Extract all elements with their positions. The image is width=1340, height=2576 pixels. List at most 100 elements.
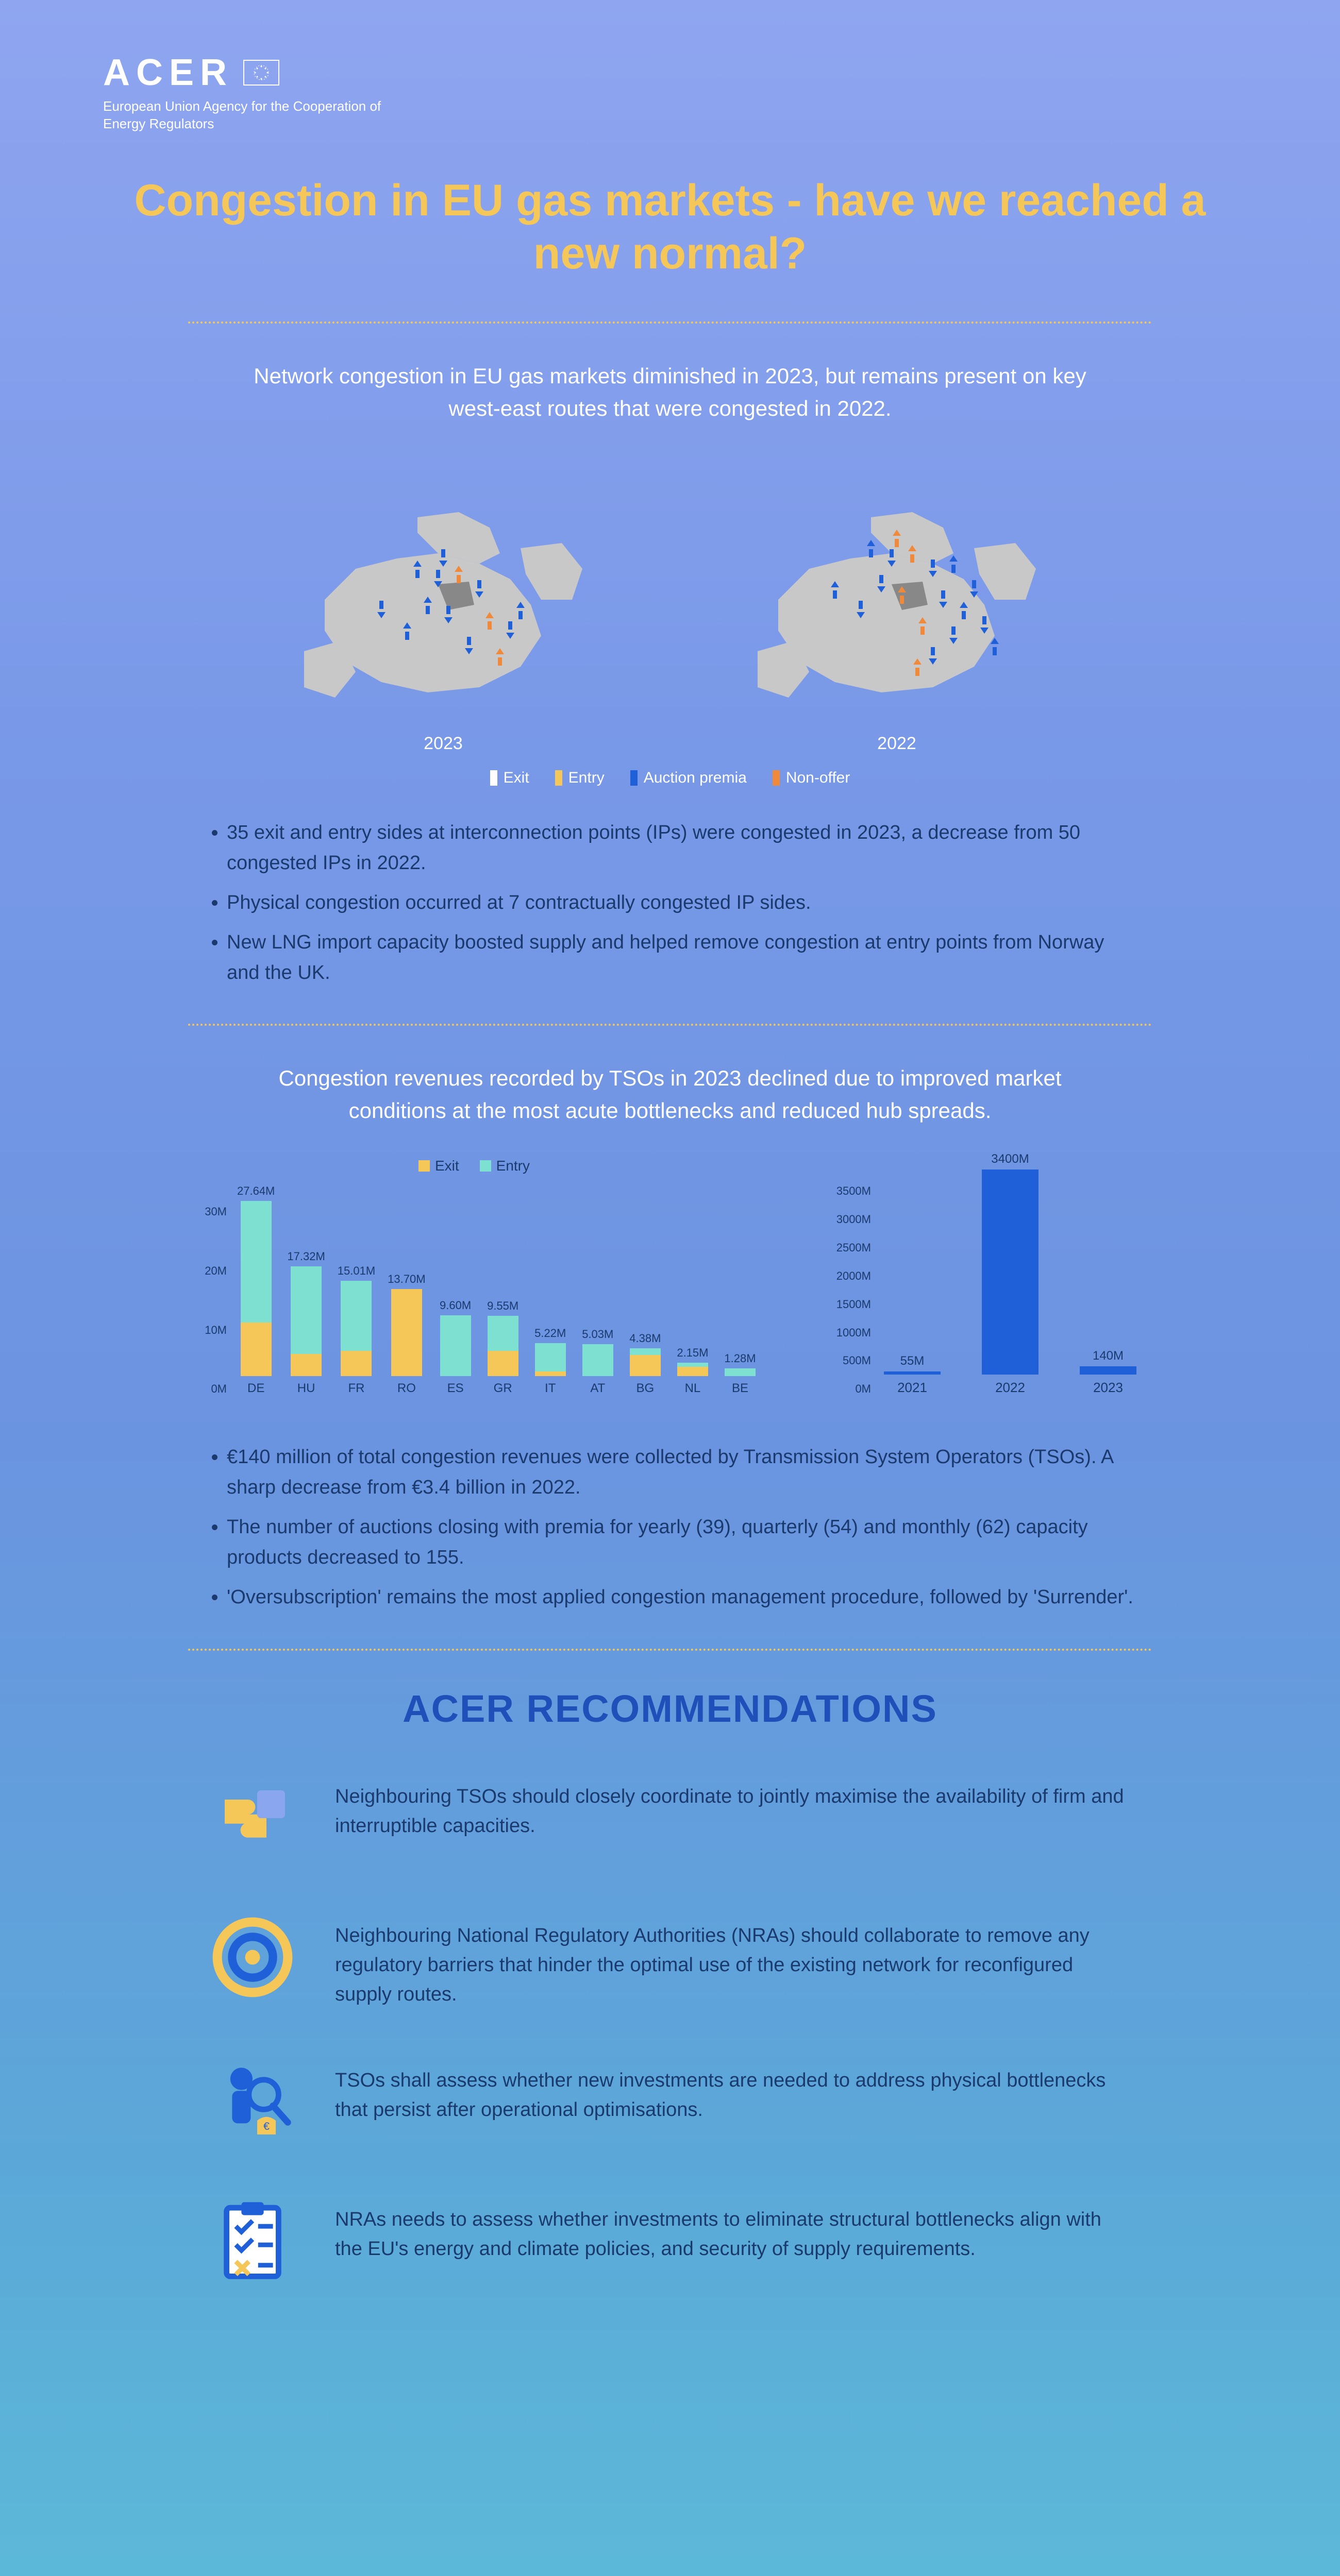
- charts-row: Exit Entry 30M20M10M0M 27.64M DE 17.32M …: [103, 1158, 1237, 1421]
- recommendation-item: Neighbouring TSOs should closely coordin…: [206, 1772, 1134, 1865]
- bar-category-label: ES: [447, 1381, 464, 1396]
- recommendation-item: Neighbouring National Regulatory Authori…: [206, 1911, 1134, 2009]
- list-item: New LNG import capacity boosted supply a…: [227, 927, 1134, 988]
- bar-entry-segment: [241, 1201, 272, 1323]
- map-year-left: 2023: [424, 734, 463, 754]
- legend-exit-label: Exit: [504, 769, 529, 787]
- bar-value-label: 9.60M: [440, 1299, 471, 1312]
- acer-logo-subtitle: European Union Agency for the Cooperatio…: [103, 98, 392, 133]
- bar-exit-segment: [630, 1355, 661, 1377]
- bar-category-label: BE: [732, 1381, 748, 1396]
- bar-IT: 5.22M IT: [533, 1327, 568, 1396]
- bar-rect: [982, 1170, 1038, 1375]
- chart1-legend-exit-swatch: [418, 1160, 430, 1172]
- list-item: 35 exit and entry sides at interconnecti…: [227, 818, 1134, 878]
- bar-value-label: 4.38M: [629, 1332, 661, 1345]
- bar-exit-segment: [241, 1323, 272, 1377]
- acer-logo-text: ACER: [103, 52, 233, 94]
- bar-category-label: AT: [590, 1381, 605, 1396]
- recommendation-icon-1: [206, 1772, 299, 1865]
- chart-country-revenues: Exit Entry 30M20M10M0M 27.64M DE 17.32M …: [191, 1158, 758, 1421]
- legend-auction-label: Auction premia: [644, 769, 747, 787]
- bar-value-label: 3400M: [991, 1152, 1029, 1166]
- chart1-legend-entry-swatch: [480, 1160, 491, 1172]
- recommendation-icon-3: €: [206, 2056, 299, 2148]
- map-year-right: 2022: [877, 734, 916, 754]
- bar-value-label: 17.32M: [287, 1250, 325, 1263]
- bar-category-label: HU: [297, 1381, 315, 1396]
- bar-rect: [1080, 1366, 1136, 1375]
- legend-auction-swatch: [630, 770, 638, 786]
- map-legend: Exit Entry Auction premia Non-offer: [103, 769, 1237, 787]
- bar-exit-segment: [488, 1351, 518, 1376]
- map-2023: 2023: [263, 455, 624, 754]
- acer-logo-block: ACER European Union Agency for the Coope…: [103, 52, 1237, 133]
- divider: [188, 1649, 1152, 1651]
- bar-value-label: 55M: [900, 1354, 925, 1368]
- legend-nonoffer-label: Non-offer: [786, 769, 850, 787]
- recommendation-text: Neighbouring National Regulatory Authori…: [335, 1911, 1134, 2009]
- bar-exit-segment: [291, 1354, 322, 1376]
- bar-HU: 17.32M HU: [287, 1250, 325, 1396]
- legend-entry-label: Entry: [568, 769, 605, 787]
- chart1-legend-entry: Entry: [496, 1158, 530, 1174]
- bar-ES: 9.60M ES: [438, 1299, 473, 1396]
- bar-category-label: GR: [494, 1381, 512, 1396]
- bar-value-label: 5.22M: [534, 1327, 566, 1340]
- recommendation-text: TSOs shall assess whether new investment…: [335, 2056, 1134, 2125]
- map-2022: 2022: [716, 455, 1077, 754]
- europe-map-2023-icon: [263, 455, 624, 723]
- bar-entry-segment: [582, 1344, 613, 1376]
- recommendations-title: ACER RECOMMENDATIONS: [103, 1687, 1237, 1731]
- page-title: Congestion in EU gas markets - have we r…: [103, 174, 1237, 280]
- bar-2023: 140M 2023: [1080, 1349, 1136, 1396]
- list-item: Physical congestion occurred at 7 contra…: [227, 888, 1134, 918]
- bar-DE: 27.64M DE: [237, 1184, 275, 1396]
- bar-value-label: 9.55M: [487, 1299, 518, 1313]
- section2-text: Congestion revenues recorded by TSOs in …: [232, 1062, 1108, 1127]
- bar-exit-segment: [391, 1289, 422, 1376]
- list-item: The number of auctions closing with prem…: [227, 1512, 1134, 1573]
- bar-exit-segment: [341, 1351, 372, 1376]
- bar-entry-segment: [725, 1368, 756, 1377]
- bar-category-label: 2021: [897, 1380, 927, 1396]
- bar-value-label: 15.01M: [338, 1264, 375, 1278]
- bar-GR: 9.55M GR: [485, 1299, 521, 1396]
- bar-2021: 55M 2021: [884, 1354, 941, 1396]
- list-item: 'Oversubscription' remains the most appl…: [227, 1582, 1134, 1613]
- bar-entry-segment: [677, 1363, 708, 1367]
- chart1-y-axis: 30M20M10M0M: [191, 1205, 232, 1396]
- recommendation-item: NRAs needs to assess whether investments…: [206, 2195, 1134, 2287]
- bar-entry-segment: [535, 1343, 566, 1371]
- bar-RO: 13.70M RO: [388, 1273, 425, 1396]
- eu-flag-icon: [243, 60, 279, 86]
- recommendation-item: € TSOs shall assess whether new investme…: [206, 2056, 1134, 2148]
- bar-2022: 3400M 2022: [982, 1152, 1038, 1396]
- bar-entry-segment: [341, 1281, 372, 1351]
- svg-text:€: €: [263, 2120, 270, 2132]
- bar-BE: 1.28M BE: [723, 1352, 758, 1396]
- bar-value-label: 13.70M: [388, 1273, 425, 1286]
- bar-category-label: NL: [685, 1381, 701, 1396]
- bullet-list-1: 35 exit and entry sides at interconnecti…: [206, 818, 1134, 988]
- chart2-bars: 55M 2021 3400M 2022 140M 2023: [876, 1184, 1144, 1396]
- bar-BG: 4.38M BG: [628, 1332, 663, 1396]
- bar-category-label: 2023: [1093, 1380, 1123, 1396]
- legend-entry-swatch: [555, 770, 562, 786]
- bar-category-label: RO: [397, 1381, 416, 1396]
- chart-yearly-revenues: 3500M3000M2500M2000M1500M1000M500M0M 55M…: [819, 1184, 1149, 1421]
- chart1-bars: 27.64M DE 17.32M HU 15.01M FR 13.70M RO …: [237, 1205, 758, 1396]
- bar-exit-segment: [677, 1367, 708, 1377]
- bar-entry-segment: [440, 1315, 471, 1376]
- recommendation-text: NRAs needs to assess whether investments…: [335, 2195, 1134, 2264]
- bar-category-label: BG: [636, 1381, 655, 1396]
- intro-text: Network congestion in EU gas markets dim…: [232, 360, 1108, 425]
- bar-category-label: IT: [545, 1381, 556, 1396]
- bar-AT: 5.03M AT: [580, 1328, 615, 1396]
- legend-exit-swatch: [490, 770, 497, 786]
- bar-entry-segment: [291, 1266, 322, 1354]
- chart1-legend-exit: Exit: [435, 1158, 459, 1174]
- bar-value-label: 1.28M: [724, 1352, 756, 1365]
- recommendation-text: Neighbouring TSOs should closely coordin…: [335, 1772, 1134, 1841]
- bar-category-label: DE: [247, 1381, 264, 1396]
